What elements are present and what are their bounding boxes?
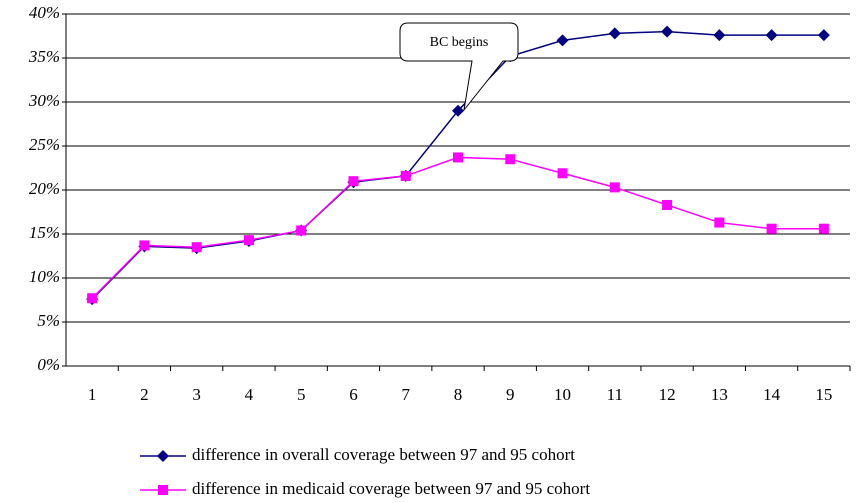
x-tick-label: 7 xyxy=(401,385,410,404)
legend-label: difference in overall coverage between 9… xyxy=(192,445,575,464)
data-point xyxy=(191,242,202,253)
plot-area: 0%5%10%15%20%25%30%35%40%1 2 3 4 5 6 7 8 9 10 11 12… xyxy=(28,3,851,498)
data-point xyxy=(87,293,98,304)
x-tick-label: 3 xyxy=(192,385,201,404)
data-point xyxy=(714,217,725,228)
series-line xyxy=(91,156,824,299)
data-point xyxy=(139,240,150,251)
data-point xyxy=(452,104,464,117)
legend-item: difference in overall coverage between 9… xyxy=(140,445,575,464)
x-tick-label: 9 xyxy=(506,385,515,404)
y-tick-label: 40% xyxy=(29,3,60,22)
legend-item: difference in medicaid coverage between … xyxy=(140,479,590,498)
x-tick-label: 10 xyxy=(554,385,571,404)
legend-marker xyxy=(157,450,169,462)
data-point xyxy=(505,154,516,165)
x-tick-label: 8 xyxy=(454,385,463,404)
y-tick-label: 10% xyxy=(29,267,60,286)
x-tick-label: 6 xyxy=(349,385,358,404)
callout-box xyxy=(399,22,519,112)
x-tick-label: 5 xyxy=(297,385,306,404)
y-tick-label: 25% xyxy=(29,135,60,154)
data-point xyxy=(661,25,674,38)
y-tick-label: 15% xyxy=(29,223,60,242)
y-tick-label: 35% xyxy=(28,47,60,66)
data-point xyxy=(713,29,726,42)
data-point xyxy=(348,176,359,187)
data-point xyxy=(765,29,778,42)
data-point xyxy=(243,235,254,246)
data-point xyxy=(556,34,569,47)
x-tick-label: 2 xyxy=(140,385,149,404)
y-tick-label: 5% xyxy=(37,311,60,330)
legend-label: difference in medicaid coverage between … xyxy=(192,479,590,498)
series xyxy=(87,152,829,304)
data-point xyxy=(662,199,673,210)
data-point xyxy=(453,152,463,163)
x-tick-label: 11 xyxy=(607,385,623,404)
data-point xyxy=(766,223,777,234)
x-tick-label: 13 xyxy=(711,385,728,404)
data-point xyxy=(608,27,621,40)
x-tick-label: 1 xyxy=(88,385,97,404)
x-tick-label: 4 xyxy=(245,385,254,404)
legend-marker xyxy=(158,485,168,495)
x-tick-label: 12 xyxy=(659,385,676,404)
series-line xyxy=(91,30,824,300)
data-point xyxy=(296,225,307,236)
data-point xyxy=(400,170,411,181)
data-point xyxy=(609,182,620,193)
series xyxy=(86,25,830,306)
x-tick-label: 15 xyxy=(815,385,832,404)
data-point xyxy=(557,168,568,179)
x-tick-label: 14 xyxy=(763,385,781,404)
annotation: BC begins xyxy=(430,35,489,50)
y-tick-label: 0% xyxy=(37,355,60,374)
y-tick-label: 30% xyxy=(28,91,60,110)
y-tick-label: 20% xyxy=(29,179,60,198)
data-point xyxy=(817,29,830,42)
data-point xyxy=(818,223,829,234)
